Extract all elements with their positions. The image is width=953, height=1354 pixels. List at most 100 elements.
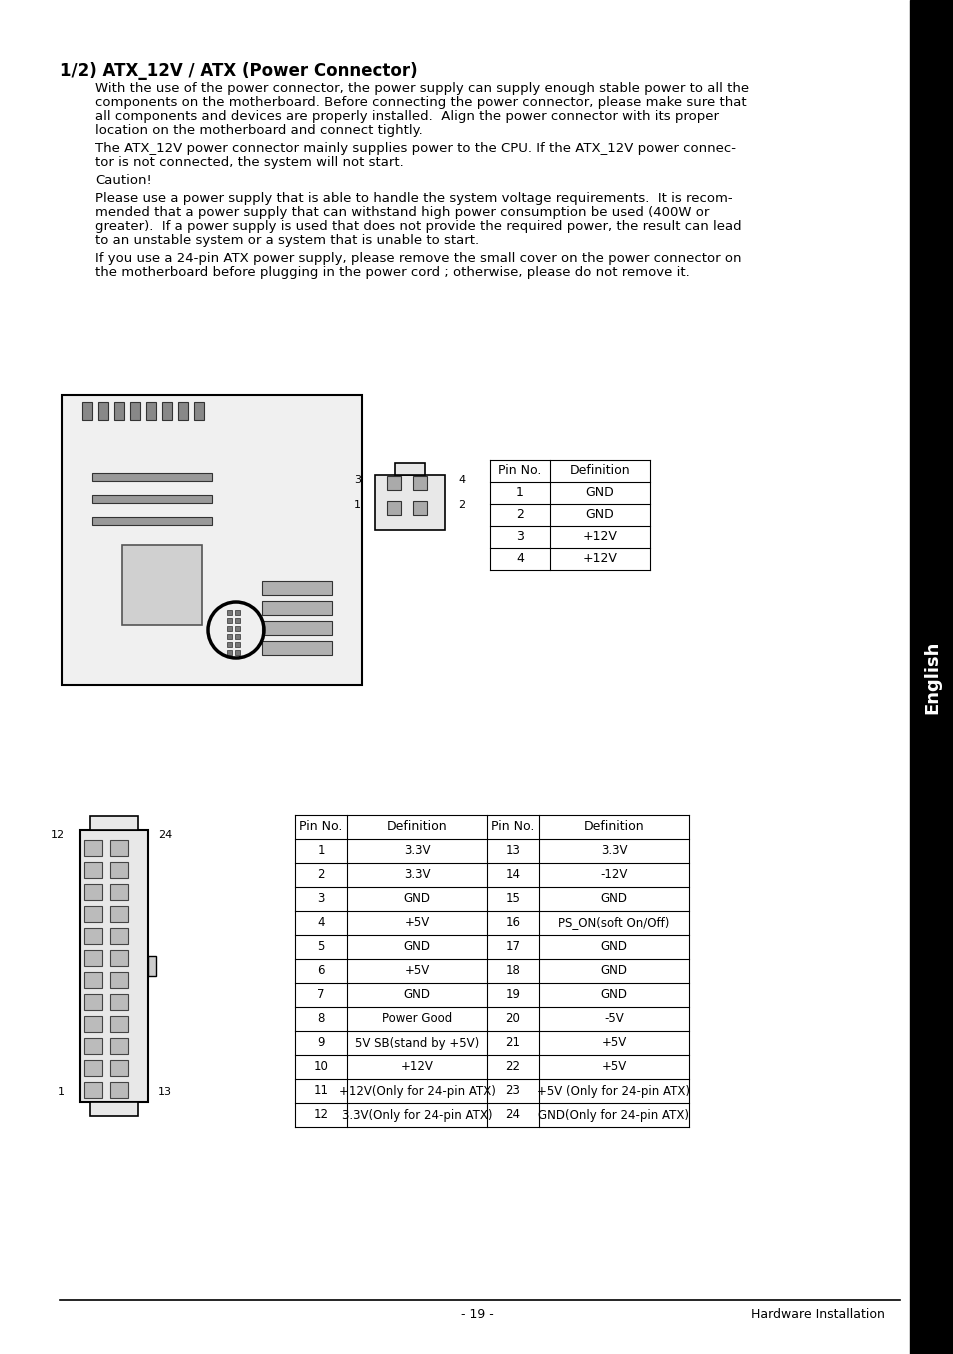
- Text: +5V: +5V: [404, 917, 429, 929]
- Text: +5V (Only for 24-pin ATX): +5V (Only for 24-pin ATX): [537, 1085, 690, 1098]
- Bar: [262, 621, 332, 635]
- Text: +5V: +5V: [600, 1037, 626, 1049]
- Bar: [234, 626, 240, 631]
- Bar: [110, 951, 128, 965]
- Bar: [84, 1060, 102, 1076]
- Text: 19: 19: [505, 988, 520, 1002]
- Bar: [110, 884, 128, 900]
- Text: 24: 24: [158, 830, 172, 839]
- Bar: [84, 1082, 102, 1098]
- Text: Pin No.: Pin No.: [299, 821, 342, 834]
- Text: The ATX_12V power connector mainly supplies power to the CPU. If the ATX_12V pow: The ATX_12V power connector mainly suppl…: [95, 142, 735, 154]
- Text: 4: 4: [457, 475, 465, 485]
- Bar: [84, 884, 102, 900]
- Bar: [80, 830, 148, 1102]
- Bar: [375, 475, 444, 529]
- Text: 22: 22: [505, 1060, 520, 1074]
- Text: GND: GND: [403, 941, 430, 953]
- Bar: [234, 634, 240, 639]
- Text: +12V: +12V: [400, 1060, 433, 1074]
- Bar: [148, 956, 156, 976]
- Text: +5V: +5V: [600, 1060, 626, 1074]
- Bar: [413, 501, 427, 515]
- Bar: [234, 650, 240, 655]
- Text: GND: GND: [585, 486, 614, 500]
- Bar: [84, 1016, 102, 1032]
- Text: 16: 16: [505, 917, 520, 929]
- Text: 12: 12: [314, 1109, 328, 1121]
- Text: Please use a power supply that is able to handle the system voltage requirements: Please use a power supply that is able t…: [95, 192, 732, 204]
- Text: Definition: Definition: [583, 821, 643, 834]
- Bar: [110, 1016, 128, 1032]
- Text: all components and devices are properly installed.  Align the power connector wi: all components and devices are properly …: [95, 110, 719, 123]
- Text: 24: 24: [505, 1109, 520, 1121]
- Text: 5V SB(stand by +5V): 5V SB(stand by +5V): [355, 1037, 478, 1049]
- Text: Pin No.: Pin No.: [497, 464, 541, 478]
- Bar: [98, 402, 108, 420]
- Bar: [262, 601, 332, 615]
- Text: Caution!: Caution!: [95, 175, 152, 187]
- Text: 20: 20: [505, 1013, 520, 1025]
- Text: 1: 1: [58, 1087, 65, 1097]
- Bar: [84, 1039, 102, 1053]
- Bar: [90, 816, 138, 830]
- Bar: [90, 1102, 138, 1116]
- Text: 23: 23: [505, 1085, 520, 1098]
- Text: 2: 2: [516, 509, 523, 521]
- Text: Definition: Definition: [569, 464, 630, 478]
- Text: 3.3V: 3.3V: [403, 845, 430, 857]
- Bar: [82, 402, 91, 420]
- Bar: [84, 906, 102, 922]
- Text: With the use of the power connector, the power supply can supply enough stable p: With the use of the power connector, the…: [95, 83, 748, 95]
- Bar: [395, 463, 424, 475]
- Text: Hardware Installation: Hardware Installation: [750, 1308, 884, 1322]
- Text: 17: 17: [505, 941, 520, 953]
- Text: tor is not connected, the system will not start.: tor is not connected, the system will no…: [95, 156, 403, 169]
- Bar: [110, 972, 128, 988]
- Bar: [110, 906, 128, 922]
- Bar: [234, 642, 240, 647]
- Text: English: English: [923, 640, 940, 714]
- Text: +12V: +12V: [582, 552, 617, 566]
- Text: - 19 -: - 19 -: [460, 1308, 493, 1322]
- Text: 13: 13: [158, 1087, 172, 1097]
- Text: GND: GND: [599, 892, 627, 906]
- Text: 4: 4: [317, 917, 324, 929]
- Text: 15: 15: [505, 892, 520, 906]
- Bar: [84, 994, 102, 1010]
- Text: -12V: -12V: [599, 868, 627, 881]
- Text: 1: 1: [516, 486, 523, 500]
- Text: GND: GND: [599, 941, 627, 953]
- Text: 7: 7: [317, 988, 324, 1002]
- Bar: [227, 634, 232, 639]
- Text: If you use a 24-pin ATX power supply, please remove the small cover on the power: If you use a 24-pin ATX power supply, pl…: [95, 252, 740, 265]
- Text: greater).  If a power supply is used that does not provide the required power, t: greater). If a power supply is used that…: [95, 219, 740, 233]
- Bar: [84, 972, 102, 988]
- Bar: [130, 402, 140, 420]
- Bar: [110, 994, 128, 1010]
- Bar: [113, 402, 124, 420]
- Text: 1/2) ATX_12V / ATX (Power Connector): 1/2) ATX_12V / ATX (Power Connector): [60, 62, 417, 80]
- Text: 21: 21: [505, 1037, 520, 1049]
- Text: location on the motherboard and connect tightly.: location on the motherboard and connect …: [95, 125, 422, 137]
- Bar: [262, 581, 332, 594]
- Text: PS_ON(soft On/Off): PS_ON(soft On/Off): [558, 917, 669, 929]
- Bar: [84, 927, 102, 944]
- Text: 2: 2: [457, 500, 465, 510]
- Text: 6: 6: [317, 964, 324, 978]
- Text: 3: 3: [516, 531, 523, 543]
- Bar: [84, 951, 102, 965]
- Text: +5V: +5V: [404, 964, 429, 978]
- Bar: [227, 650, 232, 655]
- Bar: [110, 1039, 128, 1053]
- Bar: [110, 839, 128, 856]
- Bar: [62, 395, 361, 685]
- Bar: [387, 501, 400, 515]
- Bar: [227, 611, 232, 615]
- Text: 14: 14: [505, 868, 520, 881]
- Text: 3.3V(Only for 24-pin ATX): 3.3V(Only for 24-pin ATX): [341, 1109, 492, 1121]
- Text: -5V: -5V: [603, 1013, 623, 1025]
- Bar: [84, 839, 102, 856]
- Bar: [110, 862, 128, 877]
- Text: 2: 2: [317, 868, 324, 881]
